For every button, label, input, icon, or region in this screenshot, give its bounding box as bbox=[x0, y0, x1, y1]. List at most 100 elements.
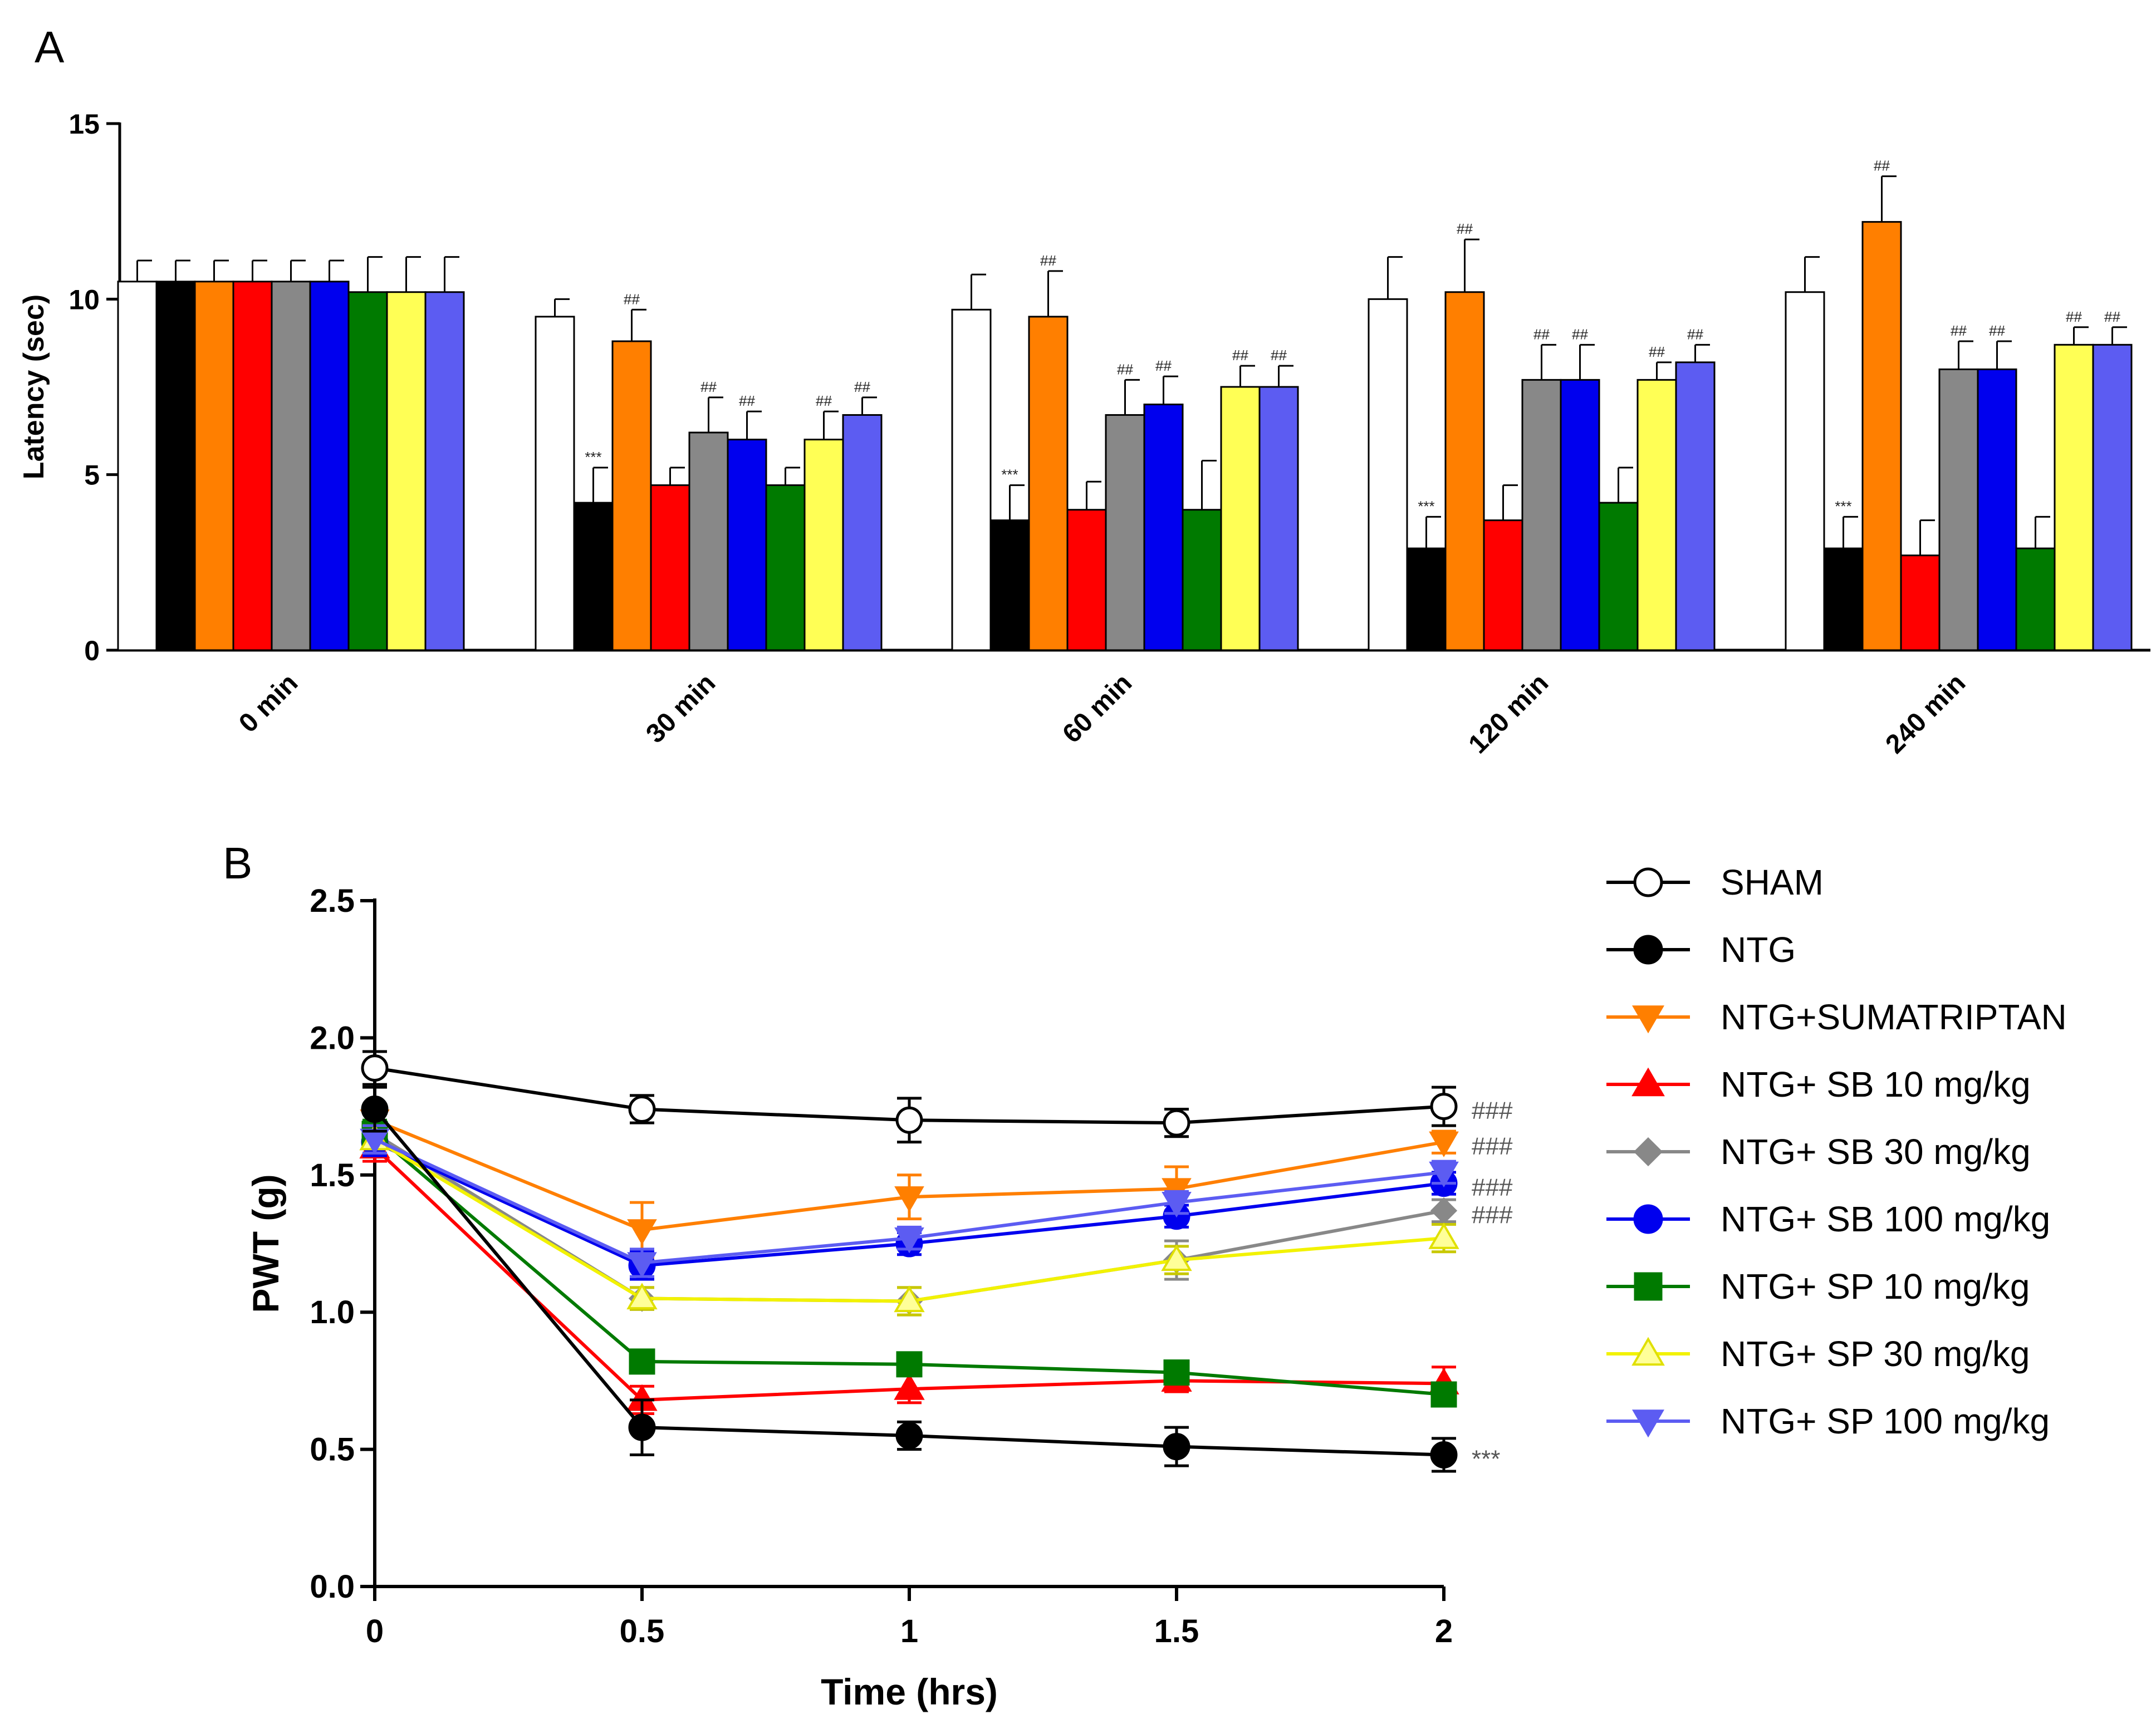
panel-a-bar-ntg-sb-100-mg-kg bbox=[309, 281, 350, 651]
panel-b-point-ntg-sumatriptan bbox=[1429, 1131, 1459, 1157]
panel-a-bar-ntg-sb-10-mg-kg bbox=[1483, 519, 1523, 651]
panel-a-y-tick-label: 10 bbox=[68, 284, 100, 315]
panel-a-significance-label: ## bbox=[1687, 326, 1703, 342]
legend-item-ntg-sp-30-mg-kg: NTG+ SP 30 mg/kg bbox=[1606, 1334, 2030, 1374]
panel-b-point-ntg-sp-10-mg-kg bbox=[896, 1351, 923, 1378]
legend-marker-ntg bbox=[1633, 935, 1663, 965]
panel-b-point-sham bbox=[895, 1106, 923, 1134]
panel-b-series-ntg: *** bbox=[361, 1086, 1500, 1473]
panel-b-label: B bbox=[223, 838, 252, 888]
panel-a-significance-label: *** bbox=[1001, 466, 1018, 483]
panel-a-bar-ntg-sp-10-mg-kg bbox=[347, 291, 388, 651]
panel-b-point-ntg-sp-30-mg-kg bbox=[1161, 1244, 1192, 1271]
legend-marker-sham bbox=[1633, 867, 1663, 897]
panel-b-significance-label: ### bbox=[1472, 1201, 1513, 1229]
panel-a-bar-ntg-sp-10-mg-kg bbox=[765, 484, 806, 651]
panel-b-point-ntg-sp-10-mg-kg bbox=[1430, 1381, 1457, 1408]
panel-a-label: A bbox=[35, 22, 65, 72]
panel-a-significance-label: ## bbox=[2104, 308, 2120, 325]
panel-a-significance-label: ## bbox=[854, 379, 870, 395]
panel-b-series-ntg-sp-10-mg-kg bbox=[361, 1118, 1457, 1408]
legend-item-ntg: NTG bbox=[1606, 930, 1796, 970]
legend-item-sham: SHAM bbox=[1606, 862, 1824, 902]
panel-b-y-tick-label: 2.0 bbox=[310, 1020, 355, 1056]
panel-a-significance-label: ## bbox=[1232, 347, 1248, 364]
panel-b-point-ntg-sp-10-mg-kg bbox=[1163, 1359, 1190, 1386]
panel-b-point-sham bbox=[1430, 1093, 1458, 1121]
panel-a-bar-ntg-sb-30-mg-kg bbox=[688, 431, 729, 651]
panel-a-significance-label: ## bbox=[1951, 322, 1967, 339]
panel-a-bar-ntg-sb-10-mg-kg bbox=[1066, 509, 1107, 651]
panel-a-bar-sham bbox=[535, 316, 575, 651]
panel-a-bar-ntg-sb-100-mg-kg bbox=[727, 439, 767, 651]
panel-a-significance-label: *** bbox=[1835, 498, 1851, 514]
panel-b-series-sham: ### bbox=[361, 1050, 1513, 1144]
panel-a-bar-ntg-sp-10-mg-kg bbox=[1598, 502, 1639, 651]
panel-a-bar-ntg-sp-30-mg-kg bbox=[386, 291, 427, 651]
legend-marker-ntg-sp-30-mg-kg bbox=[1631, 1337, 1665, 1366]
panel-a-bar-ntg-sp-100-mg-kg bbox=[2092, 343, 2133, 651]
panel-a-bar-ntg-sp-100-mg-kg bbox=[424, 291, 465, 651]
legend-item-ntg-sb-10-mg-kg: NTG+ SB 10 mg/kg bbox=[1606, 1064, 2031, 1104]
panel-a-significance-label: ## bbox=[1649, 343, 1665, 360]
panel-a-significance-label: ## bbox=[816, 392, 832, 409]
legend-label: NTG+ SP 30 mg/kg bbox=[1721, 1334, 2030, 1374]
panel-a-bar-ntg bbox=[989, 519, 1030, 651]
legend-item-ntg-sp-100-mg-kg: NTG+ SP 100 mg/kg bbox=[1606, 1401, 2050, 1441]
panel-a-bar-ntg bbox=[1406, 547, 1447, 651]
legend-marker-ntg-sb-30-mg-kg bbox=[1633, 1137, 1663, 1167]
panel-b-point-ntg-sp-30-mg-kg bbox=[894, 1285, 925, 1313]
legend-marker-ntg-sp-100-mg-kg bbox=[1631, 1409, 1665, 1438]
panel-a-bar-ntg-sumatriptan bbox=[1444, 291, 1485, 651]
legend-label: NTG+ SB 10 mg/kg bbox=[1721, 1064, 2031, 1104]
panel-a-bar-ntg-sp-30-mg-kg bbox=[803, 439, 844, 651]
panel-b-y-tick-label: 0.5 bbox=[310, 1432, 355, 1468]
panel-b-point-ntg-sp-100-mg-kg bbox=[1429, 1161, 1459, 1188]
panel-b-x-axis-label: Time (hrs) bbox=[821, 1671, 998, 1712]
panel-a-bar-ntg-sp-100-mg-kg bbox=[842, 414, 883, 651]
panel-a-significance-label: ## bbox=[1874, 158, 1890, 174]
panel-a-y-tick-label: 15 bbox=[68, 109, 100, 140]
panel-b-point-ntg-sp-30-mg-kg bbox=[626, 1283, 658, 1310]
panel-b-y-tick-label: 1.0 bbox=[310, 1294, 355, 1330]
panel-b-x-tick-label: 1.5 bbox=[1154, 1613, 1199, 1649]
panel-b-point-ntg-sp-100-mg-kg bbox=[1162, 1191, 1192, 1218]
panel-a-bar-ntg-sp-10-mg-kg bbox=[1182, 509, 1222, 651]
legend-label: NTG+ SB 30 mg/kg bbox=[1721, 1132, 2031, 1172]
legend-marker-ntg-sp-10-mg-kg bbox=[1634, 1272, 1663, 1301]
panel-b-point-ntg-sumatriptan bbox=[627, 1219, 657, 1245]
panel-a-bar-ntg-sb-10-mg-kg bbox=[650, 484, 690, 651]
panel-a-significance-label: *** bbox=[585, 449, 601, 465]
panel-a-bar-ntg-sb-30-mg-kg bbox=[1521, 379, 1562, 651]
panel-a-category-label: 120 min bbox=[1463, 668, 1554, 759]
panel-b-point-ntg bbox=[895, 1422, 923, 1450]
panel-a-bar-ntg-sp-10-mg-kg bbox=[2015, 547, 2056, 651]
panel-b-series-ntg-sb-100-mg-kg: ### bbox=[361, 1127, 1513, 1281]
legend-item-ntg-sb-30-mg-kg: NTG+ SB 30 mg/kg bbox=[1606, 1132, 2031, 1172]
panel-b-point-ntg-sp-100-mg-kg bbox=[894, 1227, 924, 1254]
legend-marker-ntg-sb-100-mg-kg bbox=[1633, 1204, 1663, 1234]
legend-item-ntg-sp-10-mg-kg: NTG+ SP 10 mg/kg bbox=[1606, 1266, 2030, 1306]
panel-a-bar-ntg-sb-30-mg-kg bbox=[1105, 414, 1145, 651]
legend-label: NTG bbox=[1721, 930, 1796, 970]
legend-label: NTG+ SB 100 mg/kg bbox=[1721, 1199, 2050, 1239]
legend-item-ntg-sb-100-mg-kg: NTG+ SB 100 mg/kg bbox=[1606, 1199, 2050, 1239]
panel-a-y-axis-label: Latency (sec) bbox=[18, 294, 50, 479]
panel-b-x-tick-label: 0 bbox=[366, 1613, 384, 1649]
panel-b-legend: SHAM NTG NTG+SUMATRIPTAN NTG+ SB 10 mg/kg NT… bbox=[1606, 862, 2067, 1441]
panel-a-category-label: 60 min bbox=[1057, 668, 1138, 749]
panel-b-y-tick-label: 0.0 bbox=[310, 1569, 355, 1605]
panel-b-series-ntg-sumatriptan: ### bbox=[360, 1105, 1513, 1259]
panel-a-significance-label: ## bbox=[1155, 357, 1172, 374]
panel-a-category-label: 30 min bbox=[640, 668, 721, 749]
panel-b-point-sham bbox=[1163, 1109, 1190, 1137]
panel-a-bar-ntg bbox=[573, 502, 614, 651]
panel-b-y-tick-label: 2.5 bbox=[310, 883, 355, 919]
panel-a-bar-ntg-sp-100-mg-kg bbox=[1675, 361, 1716, 651]
panel-a-bar-sham bbox=[1785, 291, 1825, 651]
panel-b-point-ntg-sp-10-mg-kg bbox=[629, 1348, 655, 1375]
panel-a-significance-label: ## bbox=[739, 392, 755, 409]
legend-label: NTG+ SP 10 mg/kg bbox=[1721, 1266, 2030, 1306]
panel-a-category-label: 240 min bbox=[1880, 668, 1971, 759]
panel-b-significance-label: *** bbox=[1472, 1445, 1500, 1472]
